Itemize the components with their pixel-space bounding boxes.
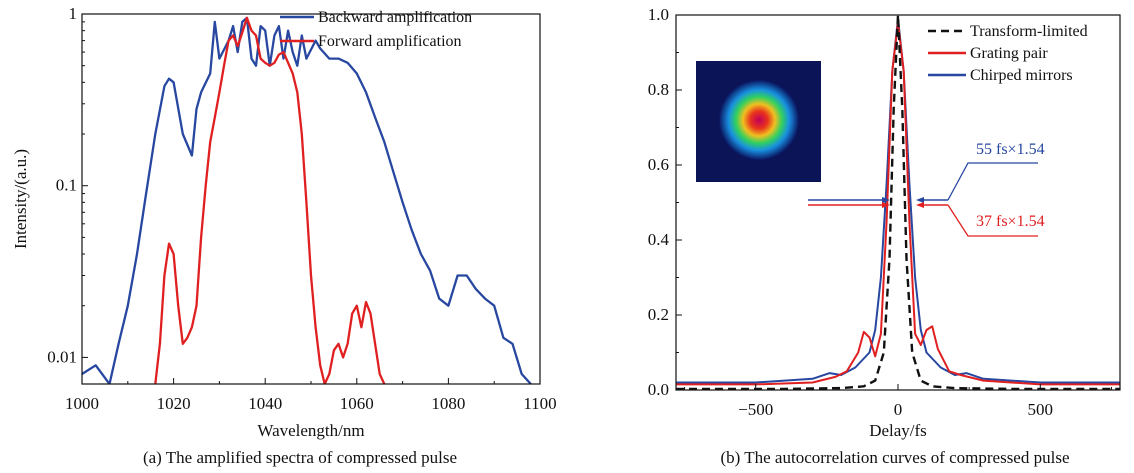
x-tick-label: 500 (1028, 400, 1054, 419)
x-tick-label: 1040 (248, 394, 282, 413)
y-tick-label: 1.0 (648, 5, 669, 24)
x-tick-label: −500 (738, 400, 773, 419)
y-tick-label: 0.1 (56, 176, 77, 195)
fwhm-arrowhead-blue-left (882, 197, 890, 203)
y-tick-label: 0.8 (648, 80, 669, 99)
legend-label: Forward amplification (318, 33, 462, 50)
y-axis-label: Intensity/(a.u.) (11, 149, 30, 249)
y-tick-label: 0.0 (648, 380, 669, 399)
y-tick-label: 0.4 (648, 230, 670, 249)
y-tick-label: 0.2 (648, 305, 669, 324)
series-line-forward (154, 16, 386, 384)
y-tick-label: 0.01 (47, 347, 77, 366)
caption-b: (b) The autocorrelation curves of compre… (720, 448, 1069, 467)
x-tick-label: 1060 (340, 394, 374, 413)
plot-frame-a (81, 13, 541, 385)
inset-beam-spot (719, 80, 799, 160)
chart-panel-a: 1000 1020 1040 1060 1080 1100 1 0.1 0.01 Waveleng… (11, 4, 557, 467)
series-line-backward (82, 16, 532, 384)
x-axis-label: Wavelength/nm (257, 421, 364, 440)
x-tick-label: 1000 (65, 394, 99, 413)
annotation-blue: 55 fs×1.54 (976, 141, 1045, 158)
annotation-leader-blue (947, 162, 1038, 201)
fwhm-arrowhead-red-left (882, 202, 890, 208)
annotation-red: 37 fs×1.54 (976, 213, 1045, 230)
y-tick-label: 0.6 (648, 155, 669, 174)
series-line-transform-limited (676, 15, 1120, 390)
fwhm-arrowhead-red-right (916, 202, 924, 208)
legend-label: Backward amplification (318, 9, 472, 26)
legend-label: Chirped mirrors (970, 67, 1073, 84)
x-tick-label: 1100 (523, 394, 556, 413)
y-tick-label: 1 (69, 4, 78, 23)
x-tick-label: 1080 (431, 394, 465, 413)
x-axis-label: Delay/fs (869, 421, 927, 440)
legend-label: Transform-limited (970, 23, 1088, 40)
fwhm-arrowhead-blue-right (916, 197, 924, 203)
chart-panel-b: −500 0 500 0.0 0.2 0.4 0.6 0.8 1.0 Delay/fs (b) Th… (648, 5, 1121, 467)
legend-label: Grating pair (970, 45, 1048, 62)
annotation-leader-red (947, 204, 1038, 237)
caption-a: (a) The amplified spectra of compressed … (143, 448, 457, 467)
x-tick-label: 1020 (157, 394, 191, 413)
x-tick-label: 0 (894, 400, 903, 419)
